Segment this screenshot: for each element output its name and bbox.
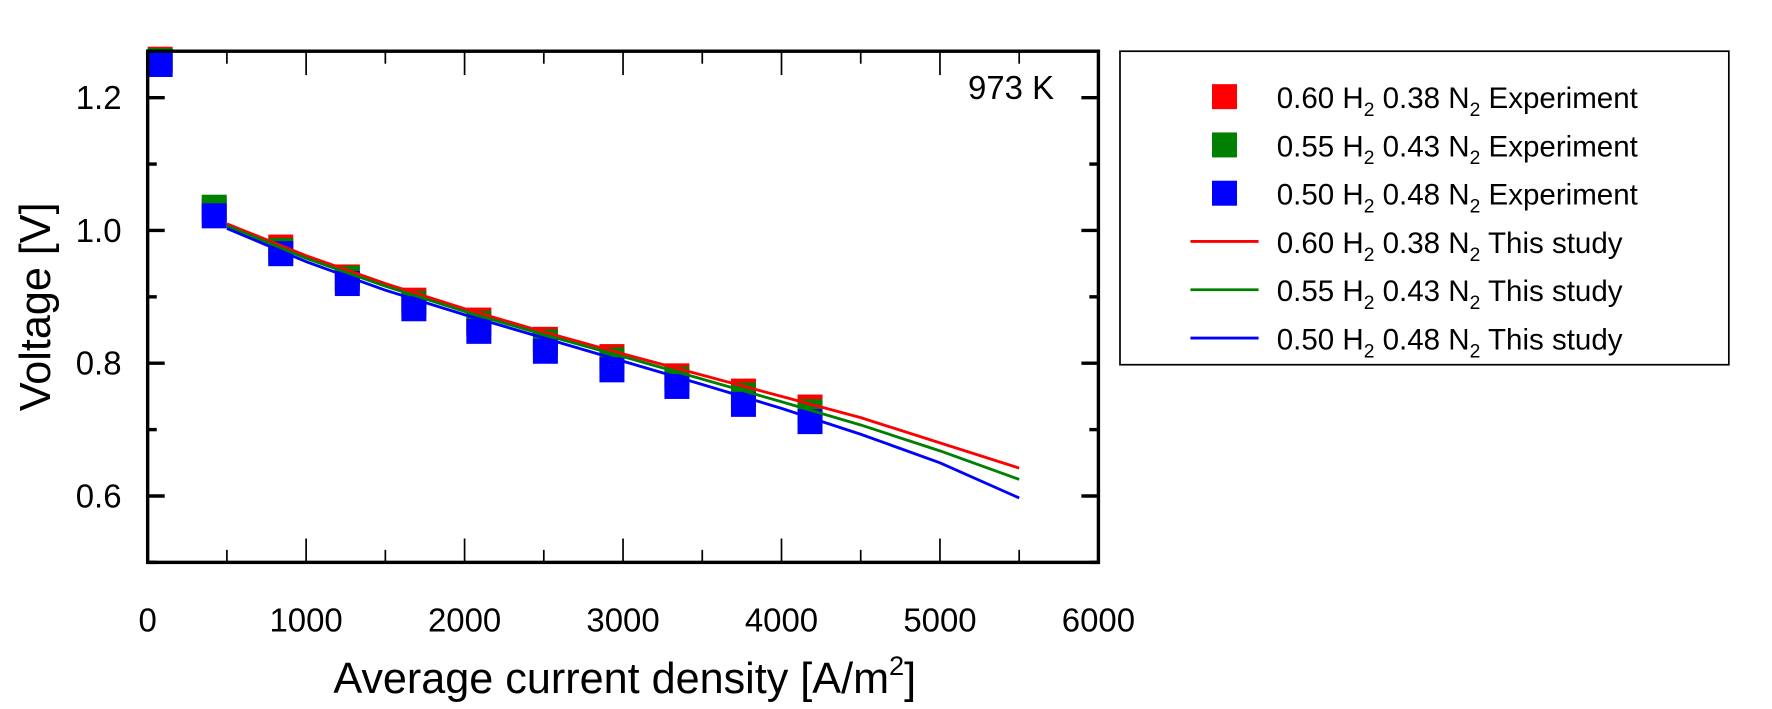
y-tick-label: 0.6 — [76, 477, 122, 514]
legend: 0.60 H2 0.38 N2 Experiment 0.55 H2 0.43 N… — [1190, 82, 1638, 362]
y-tick-label: 1.0 — [76, 212, 122, 249]
legend-marker — [1212, 132, 1237, 158]
data-point-2-6 — [532, 338, 558, 364]
series-line-2 — [226, 227, 1020, 500]
x-tick-label: 0 — [139, 602, 157, 639]
legend-label: 0.60 H2 0.38 N2 Experiment — [1277, 82, 1638, 121]
legend-label: 0.55 H2 0.43 N2 This study — [1277, 275, 1623, 314]
x-tick-label: 1000 — [269, 602, 342, 639]
x-tick-label: 3000 — [586, 602, 659, 639]
legend-label: 0.50 H2 0.48 N2 This study — [1277, 323, 1623, 362]
y-axis-label: Voltage [V] — [12, 202, 60, 411]
x-tick-label: 2000 — [428, 602, 501, 639]
x-tick-label: 4000 — [745, 602, 818, 639]
legend-label: 0.55 H2 0.43 N2 Experiment — [1277, 130, 1638, 169]
temperature-annotation: 973 K — [968, 69, 1054, 106]
data-point-2-0 — [147, 51, 173, 77]
legend-box — [1119, 50, 1730, 366]
series-line-0 — [226, 222, 1020, 470]
y-tick-label: 0.8 — [76, 345, 122, 382]
data-point-2-1 — [201, 203, 227, 229]
x-tick-label: 5000 — [903, 602, 976, 639]
data-point-2-5 — [466, 318, 492, 344]
legend-marker — [1212, 180, 1237, 206]
series-line-1 — [226, 224, 1020, 481]
y-tick-label: 1.2 — [76, 79, 122, 116]
legend-marker — [1212, 84, 1237, 110]
legend-label: 0.50 H2 0.48 N2 Experiment — [1277, 179, 1638, 218]
plot-frame — [145, 49, 1101, 565]
x-tick-label: 6000 — [1062, 602, 1135, 639]
legend-label: 0.60 H2 0.38 N2 This study — [1277, 227, 1623, 266]
x-axis-label: Average current density [A/m2] — [333, 650, 916, 703]
